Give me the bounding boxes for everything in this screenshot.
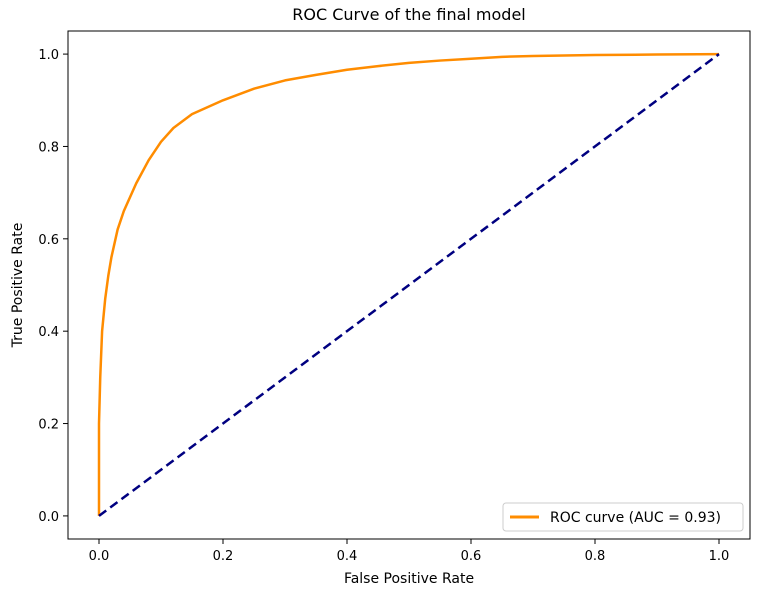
chance-diagonal-line	[98, 53, 720, 517]
x-tick-label: 0.0	[89, 549, 110, 564]
x-tick-label: 0.4	[337, 549, 358, 564]
plot-area: 0.0 0.2 0.4 0.6 0.8 1.0 0.0 0.2 0.4 0.6 0.8 1.0	[38, 30, 751, 564]
x-tick-label: 0.6	[461, 549, 482, 564]
y-tick-label: 0.6	[38, 233, 59, 248]
y-tick-label: 1.0	[38, 48, 59, 63]
roc-curve-line	[97, 52, 720, 516]
x-axis-ticks: 0.0 0.2 0.4 0.6 0.8 1.0	[89, 539, 730, 564]
x-axis-label: False Positive Rate	[344, 571, 474, 587]
y-tick-label: 0.2	[38, 418, 59, 433]
x-tick-label: 0.2	[213, 549, 234, 564]
legend: ROC curve (AUC = 0.93)	[502, 502, 744, 532]
y-tick-label: 0.0	[38, 510, 59, 525]
y-tick-label: 0.8	[38, 140, 59, 155]
y-axis-label: True Positive Rate	[10, 223, 26, 349]
chart-title: ROC Curve of the final model	[292, 5, 525, 24]
y-axis-ticks: 0.0 0.2 0.4 0.6 0.8 1.0	[38, 48, 68, 525]
plot-frame	[67, 30, 751, 540]
legend-label: ROC curve (AUC = 0.93)	[550, 510, 721, 526]
y-tick-label: 0.4	[38, 325, 59, 340]
series-layer	[97, 52, 720, 517]
legend-frame	[502, 502, 744, 532]
x-tick-label: 1.0	[709, 549, 730, 564]
x-tick-label: 0.8	[585, 549, 606, 564]
